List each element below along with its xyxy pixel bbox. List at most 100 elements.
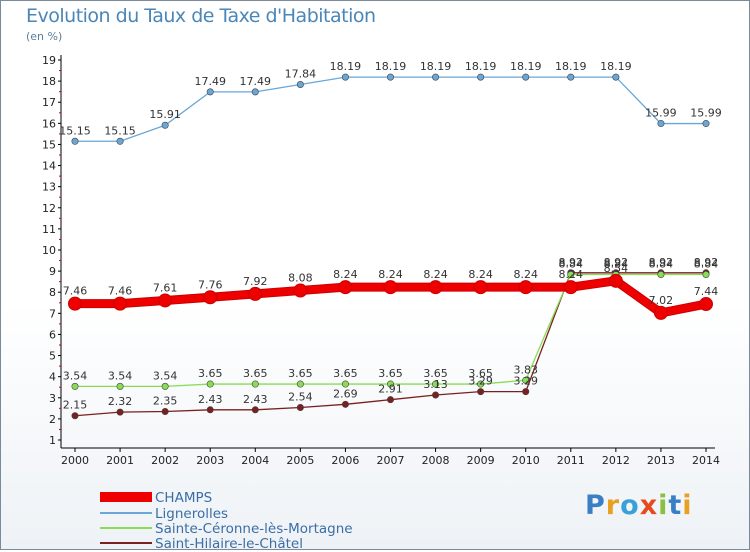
data-label: 8.92 [559,256,584,269]
data-point [702,270,710,278]
data-label: 15.99 [690,107,722,120]
data-point [567,73,575,81]
data-point [477,388,485,396]
data-point [477,380,485,388]
data-label: 18.19 [465,60,497,73]
data-point [653,305,668,320]
data-point [428,280,443,295]
y-tick-label: 17 [42,96,56,109]
data-point [702,120,710,128]
y-tick-label: 9 [49,265,56,278]
data-label: 3.65 [378,367,403,380]
x-tick-label: 2006 [331,454,359,467]
data-label: 17.49 [194,75,226,88]
legend-swatch [100,512,152,514]
data-label: 8.24 [513,268,538,281]
data-labels: 7.46 7.46 7.61 7.76 7.92 8.08 8.24 8.24 8.24 8.24… [59,60,722,412]
data-point [206,88,214,96]
data-label: 3.13 [423,378,448,391]
logo-letter: t [668,490,683,521]
data-point [251,380,259,388]
data-label: 3.65 [243,367,268,380]
x-tick-label: 2007 [377,454,405,467]
data-label: 3.54 [63,369,88,382]
data-point [386,380,394,388]
data-point [563,280,578,295]
data-point [116,382,124,390]
data-point [522,376,530,384]
data-label: 8.92 [694,256,719,269]
data-point [699,297,713,312]
data-point [71,382,79,390]
y-tick-label: 4 [49,371,56,384]
data-label: 17.84 [285,67,317,80]
data-label: 8.92 [604,256,629,269]
data-label: 8.54 [604,262,629,275]
y-tick-label: 6 [49,328,56,341]
data-point [341,73,349,81]
data-label: 3.54 [108,369,133,382]
data-point [161,407,169,415]
data-point [71,137,79,145]
x-tick-label: 2013 [647,454,675,467]
data-label: 8.92 [649,256,674,269]
y-tick-label: 11 [42,223,56,236]
data-point [657,120,665,128]
x-tick-label: 2012 [602,454,630,467]
data-point [296,403,304,411]
data-point [296,380,304,388]
data-label: 3.29 [468,375,493,388]
data-point [341,380,349,388]
legend-label: CHAMPS [155,490,213,506]
data-label: 7.46 [63,285,88,298]
data-label: 2.43 [243,393,268,406]
x-tick-label: 2003 [196,454,224,467]
logo-letter: o [620,490,640,521]
data-point [432,391,440,399]
logo-letter: r [605,490,621,521]
data-label: 15.91 [149,108,181,121]
y-tick-label: 2 [49,413,56,426]
legend-label: Lignerolles [155,506,229,522]
data-label: 8.24 [333,268,358,281]
data-label: 8.84 [559,257,584,270]
series-lines [68,73,713,420]
logo-letter: i [658,490,669,521]
data-label: 3.65 [288,367,313,380]
x-tick-label: 2009 [467,454,495,467]
logo-letter: x [639,490,659,521]
data-point [116,137,124,145]
x-tick-label: 2011 [557,454,585,467]
data-label: 2.32 [108,395,133,408]
data-point [608,273,623,288]
data-label: 8.24 [468,268,493,281]
data-label: 7.76 [198,278,223,291]
y-tick-label: 18 [42,75,56,88]
data-label: 3.65 [423,367,448,380]
data-point [248,286,263,301]
data-label: 7.44 [694,285,719,298]
data-label: 2.54 [288,390,313,403]
y-tick-label: 19 [42,54,56,67]
data-label: 18.19 [555,60,587,73]
legend-label: Sainte-Céronne-lès-Mortagne [155,521,353,537]
y-tick-label: 3 [49,392,56,405]
data-point [612,73,620,81]
data-point [522,73,530,81]
data-label: 2.35 [153,395,178,408]
data-label: 8.08 [288,272,313,285]
data-label: 3.65 [468,367,493,380]
data-point [522,388,530,396]
data-point [113,296,128,311]
data-label: 15.99 [645,107,677,120]
y-tick-label: 10 [42,244,56,257]
x-tick-label: 2008 [422,454,450,467]
data-label: 18.19 [375,60,407,73]
data-label: 7.92 [243,275,268,288]
data-label: 3.54 [153,369,178,382]
data-label: 15.15 [104,124,136,137]
data-point [203,290,218,305]
data-label: 8.24 [423,268,448,281]
